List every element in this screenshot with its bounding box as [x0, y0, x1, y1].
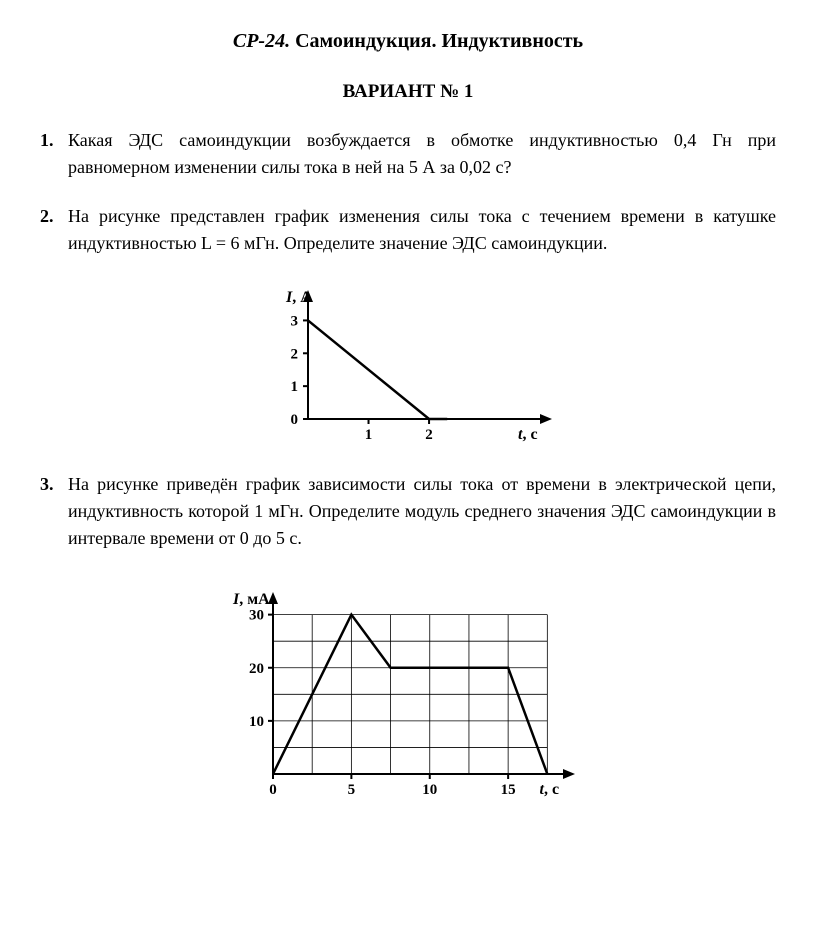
- svg-text:3: 3: [291, 313, 299, 329]
- problem-2: 2. На рисунке представлен график изменен…: [40, 203, 776, 257]
- chart-1: 0 1 2 3 1 2 I, А t, с: [238, 279, 578, 449]
- problem-number: 1.: [40, 127, 68, 181]
- svg-text:I, А: I, А: [285, 289, 312, 306]
- svg-text:5: 5: [348, 782, 356, 798]
- svg-text:20: 20: [249, 661, 264, 677]
- chart-2: 10 20 30 0 5 10 15 I, мА t, с: [198, 574, 618, 804]
- svg-text:1: 1: [365, 427, 373, 443]
- title-main: Самоиндукция. Индуктивность: [295, 30, 583, 52]
- problem-1: 1. Какая ЭДС самоиндукции возбуждается в…: [40, 127, 776, 181]
- svg-text:t, с: t, с: [539, 781, 559, 798]
- page-title: СР-24. Самоиндукция. Индуктивность: [40, 30, 776, 53]
- problem-text: На рисунке представлен график изменения …: [68, 203, 776, 257]
- svg-text:0: 0: [269, 782, 277, 798]
- chart-1-container: 0 1 2 3 1 2 I, А t, с: [40, 279, 776, 449]
- variant-heading: ВАРИАНТ № 1: [40, 81, 776, 103]
- chart-2-container: 10 20 30 0 5 10 15 I, мА t, с: [40, 574, 776, 804]
- svg-text:t, с: t, с: [518, 426, 538, 443]
- svg-text:0: 0: [291, 412, 299, 428]
- svg-text:10: 10: [422, 782, 437, 798]
- svg-text:30: 30: [249, 608, 264, 624]
- svg-text:2: 2: [291, 346, 299, 362]
- svg-text:I, мА: I, мА: [232, 591, 270, 608]
- svg-text:2: 2: [425, 427, 433, 443]
- svg-text:10: 10: [249, 714, 264, 730]
- problem-number: 3.: [40, 471, 68, 552]
- svg-text:15: 15: [501, 782, 516, 798]
- problem-text: Какая ЭДС самоиндукции возбуждается в об…: [68, 127, 776, 181]
- problem-text: На рисунке приведён график зависимости с…: [68, 471, 776, 552]
- svg-text:1: 1: [291, 379, 299, 395]
- problem-3: 3. На рисунке приведён график зависимост…: [40, 471, 776, 552]
- title-prefix: СР-24.: [233, 30, 290, 52]
- problem-number: 2.: [40, 203, 68, 257]
